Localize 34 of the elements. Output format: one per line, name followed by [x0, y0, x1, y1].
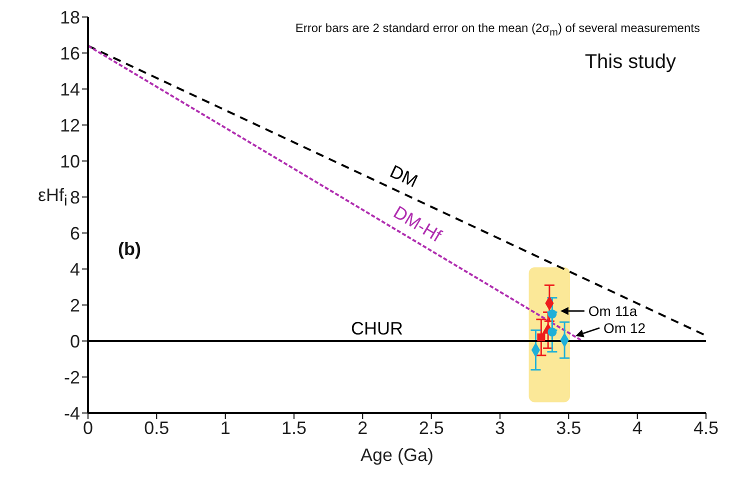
annotation: Error bars are 2 standard error on the mean (2σ$_{m}$) of several measurements	[295, 21, 700, 38]
x-tick-label: 0	[82, 418, 94, 438]
point	[537, 333, 546, 342]
y-tick-label: 12	[60, 115, 80, 136]
y-tick-label: 18	[60, 7, 80, 28]
x-tick-label: 2	[358, 418, 368, 438]
ref-line-label: CHUR	[351, 318, 403, 338]
x-tick-label: 2.5	[418, 418, 444, 438]
y-tick-label: 8	[70, 187, 80, 208]
annotation: Om 12	[604, 320, 646, 336]
y-tick-label: -2	[64, 367, 80, 388]
y-tick-label: 10	[60, 151, 80, 172]
x-tick-label: 3.5	[556, 418, 582, 438]
y-tick-label: 14	[60, 79, 80, 100]
x-tick-label: 1.5	[281, 418, 307, 438]
y-tick-label: 16	[60, 43, 80, 64]
y-tick-label: 6	[70, 223, 80, 244]
annotation: This study	[584, 51, 676, 74]
x-tick-label: 3	[494, 418, 506, 438]
y-axis-title: εHf$_{i}$	[38, 185, 68, 210]
y-tick-label: 2	[70, 295, 80, 316]
y-tick-label: 4	[70, 259, 80, 280]
annotation: (b)	[118, 239, 141, 260]
text: DM	[386, 161, 421, 192]
point	[548, 327, 557, 337]
y-tick-label: 0	[70, 331, 80, 352]
x-tick-label: 4.5	[693, 418, 719, 438]
y-tick-label: -4	[64, 403, 80, 424]
x-tick-label: 1	[220, 418, 230, 438]
x-tick-label: 0.5	[144, 418, 170, 438]
annotation: Om 11a	[588, 302, 638, 319]
x-axis-title: Age (Ga)	[359, 445, 435, 466]
point	[548, 309, 557, 319]
x-tick-label: 4	[632, 418, 642, 438]
